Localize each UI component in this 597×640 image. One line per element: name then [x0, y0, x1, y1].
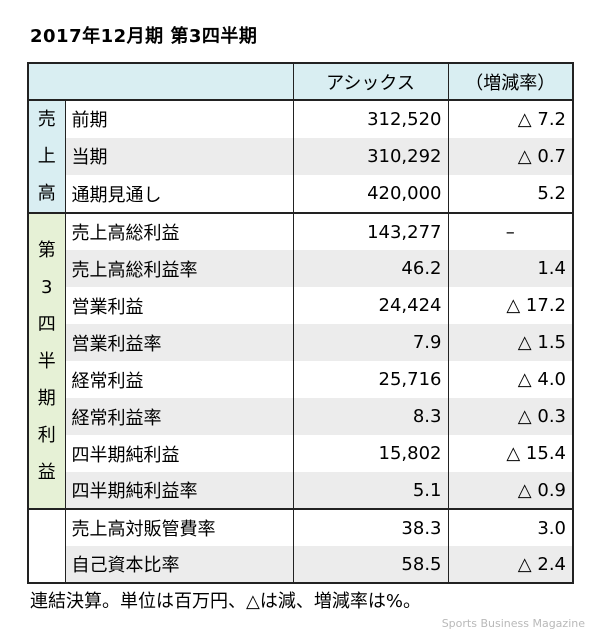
table-row: 営業利益率 7.9 △ 1.5: [28, 324, 573, 361]
group-char: 四: [37, 313, 56, 335]
row-label: 経常利益: [71, 370, 144, 392]
row-label: 当期: [65, 137, 293, 176]
row-value: 310,292: [292, 137, 449, 176]
row-value: 15,802: [292, 435, 449, 472]
table-row: 経常利益率 8.3 △ 0.3: [28, 398, 573, 435]
row-change: 5.2: [448, 175, 573, 214]
group-label-sales: 売 上 高: [28, 100, 66, 214]
group-label-other: [28, 509, 66, 583]
header-company: アシックス: [292, 63, 449, 101]
row-label: 営業利益: [71, 296, 144, 318]
group-char: 益: [37, 461, 56, 483]
row-label: 四半期純利益: [71, 444, 180, 466]
row-value: 8.3: [292, 398, 449, 435]
group-char: 上: [37, 146, 56, 167]
row-value: 420,000: [292, 175, 449, 214]
table-row: 売上高総利益率 46.2 1.4: [28, 250, 573, 287]
row-value: 25,716: [292, 361, 449, 398]
row-value: 5.1: [292, 472, 449, 510]
row-value: 7.9: [292, 324, 449, 361]
row-value: 38.3: [292, 509, 449, 546]
financial-table: アシックス （増減率） 売 上 高 前期 312,520 △ 7.2 当期 31…: [27, 62, 574, 584]
row-value: 24,424: [292, 287, 449, 324]
row-change: △ 4.0: [517, 369, 566, 390]
page-title: 2017年12月期 第3四半期: [30, 26, 258, 47]
row-change: △ 15.4: [506, 443, 566, 464]
table-row: 通期見通し 420,000 5.2: [28, 175, 573, 214]
row-change: 1.4: [448, 250, 573, 287]
row-change: –: [505, 221, 515, 243]
group-char: 3: [41, 276, 53, 298]
group-char: 期: [37, 387, 56, 409]
group-char: 利: [37, 424, 56, 446]
row-label: 売上高対販管費率: [71, 519, 216, 540]
row-change: △ 0.3: [448, 398, 573, 435]
group-char: 半: [37, 350, 56, 372]
table-row: 四半期純利益 15,802 △ 15.4: [28, 435, 573, 472]
row-label: 四半期純利益率: [65, 472, 293, 510]
table-header-row: アシックス （増減率）: [28, 63, 573, 101]
table-row: 自己資本比率 58.5 △ 2.4: [28, 546, 573, 583]
row-label: 売上高総利益: [71, 223, 180, 244]
table-row: 当期 310,292 △ 0.7: [28, 137, 573, 176]
row-value: 58.5: [292, 546, 449, 583]
row-label: 通期見通し: [65, 175, 293, 214]
table-row: 営業利益 24,424 △ 17.2: [28, 287, 573, 324]
group-char: 第: [37, 239, 56, 261]
source-credit: Sports Business Magazine: [441, 617, 585, 630]
row-change: △ 2.4: [448, 546, 573, 583]
row-change: △ 17.2: [506, 295, 566, 316]
group-char: 高: [37, 183, 56, 204]
row-label: 経常利益率: [65, 398, 293, 435]
row-value: 46.2: [292, 250, 449, 287]
row-label: 売上高総利益率: [65, 250, 293, 287]
table-row: 売 上 高 前期 312,520 △ 7.2: [28, 100, 573, 214]
table-row: 経常利益 25,716 △ 4.0: [28, 361, 573, 398]
row-label: 自己資本比率: [65, 546, 293, 583]
row-value: 143,277: [292, 213, 449, 250]
row-change: △ 1.5: [448, 324, 573, 361]
table-row: 売上高対販管費率 38.3 3.0: [28, 509, 573, 583]
row-change: △ 0.9: [448, 472, 573, 510]
row-change: △ 7.2: [517, 108, 566, 130]
row-change: 3.0: [537, 517, 566, 539]
group-label-q3: 第 3 四 半 期 利 益: [28, 213, 66, 510]
row-value: 312,520: [292, 100, 449, 138]
footnote: 連結決算。単位は百万円、△は減、増減率は%。: [30, 591, 421, 612]
row-label: 前期: [71, 110, 108, 132]
table-row: 第 3 四 半 期 利 益 売上高総利益 143,277 –: [28, 213, 573, 510]
header-change: （増減率）: [448, 63, 573, 101]
row-change: △ 0.7: [448, 137, 573, 176]
table-row: 四半期純利益率 5.1 △ 0.9: [28, 472, 573, 510]
row-label: 営業利益率: [65, 324, 293, 361]
header-blank-cell: [28, 63, 293, 101]
group-char: 売: [37, 109, 56, 130]
